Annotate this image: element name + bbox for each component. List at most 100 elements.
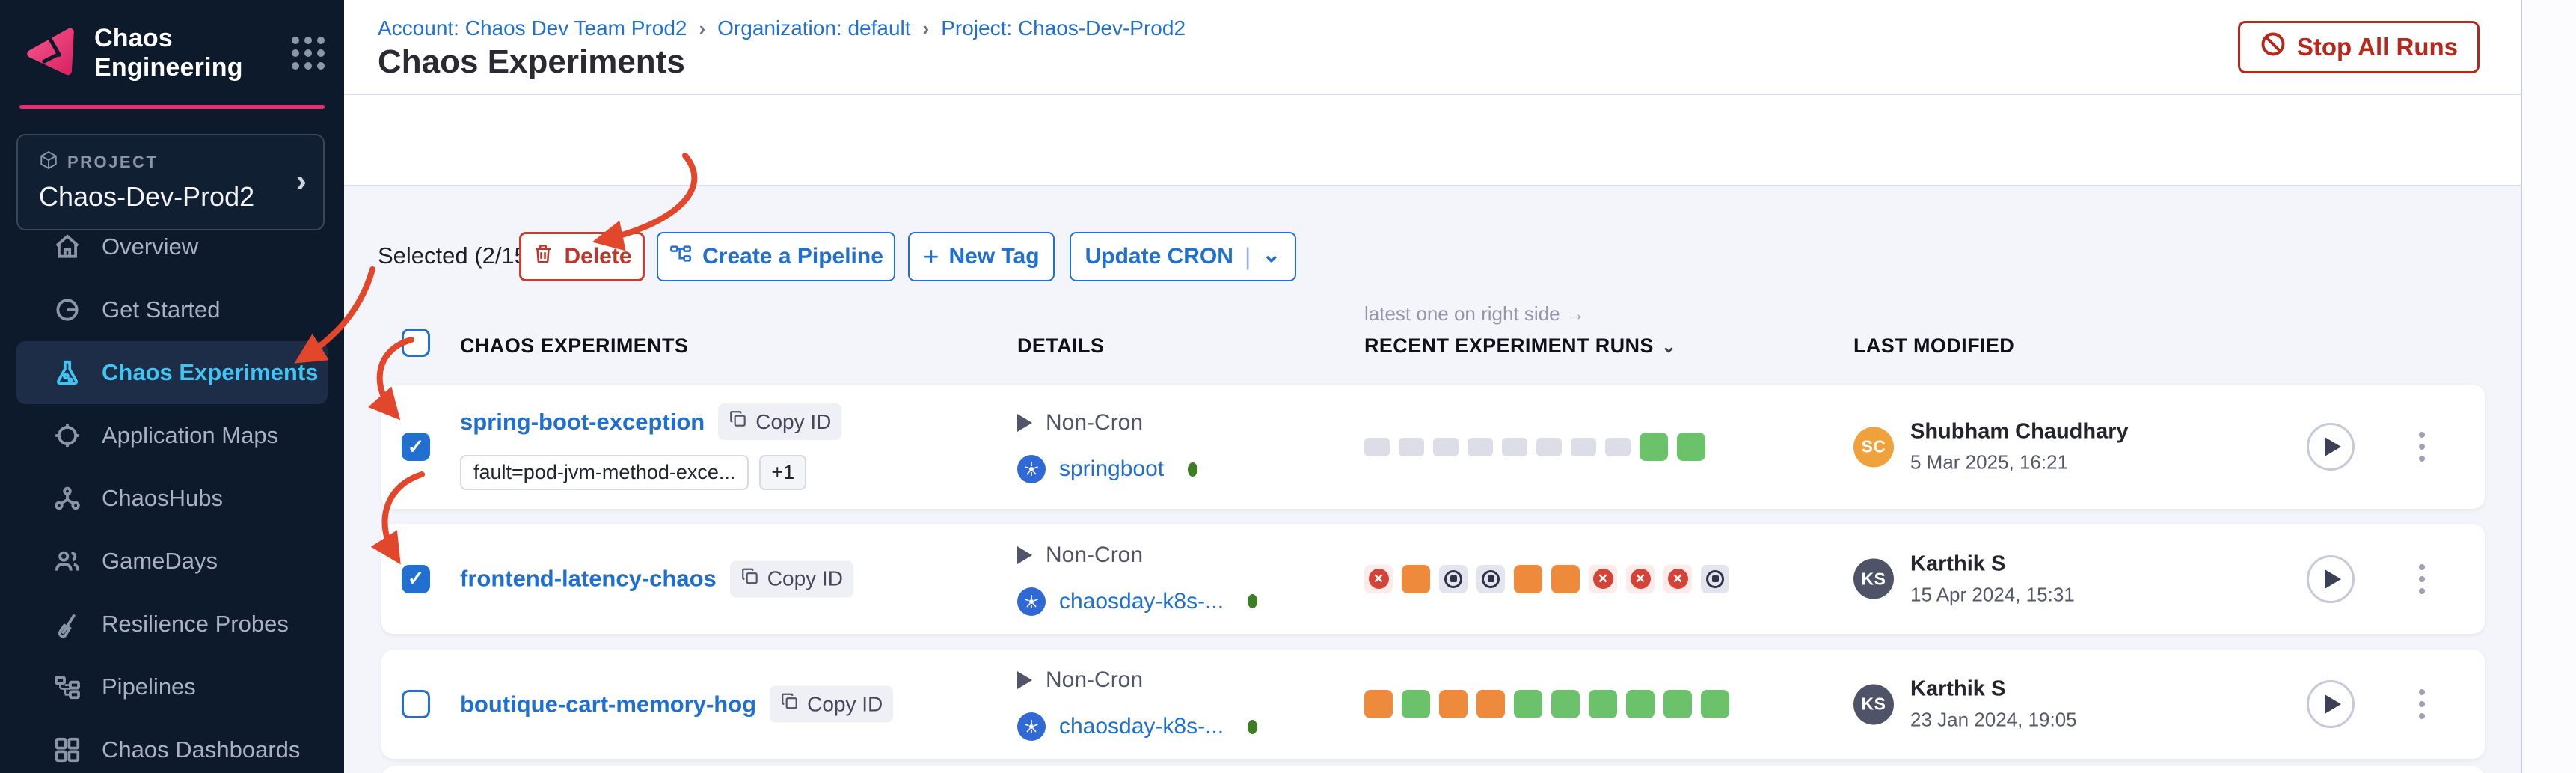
app-title: Chaos Engineering (94, 24, 243, 82)
column-header-experiments: CHAOS EXPERIMENTS (460, 334, 689, 357)
pipeline-icon (669, 242, 693, 272)
run-status-empty[interactable] (1605, 437, 1631, 456)
breadcrumb: Account: Chaos Dev Team Prod2 › Organiza… (378, 16, 1186, 40)
sidebar: Chaos Engineering PROJECT Chaos-Dev-Prod… (0, 0, 344, 773)
run-status-empty[interactable] (1502, 437, 1527, 456)
stop-icon (2260, 31, 2287, 64)
run-status-green[interactable] (1514, 690, 1542, 718)
breadcrumb-project[interactable]: Project: Chaos-Dev-Prod2 (941, 16, 1186, 40)
run-status-green[interactable] (1640, 433, 1668, 461)
sidebar-item-get-started[interactable]: Get Started (16, 278, 328, 341)
project-selector[interactable]: PROJECT Chaos-Dev-Prod2 › (16, 134, 325, 230)
modified-by-user: Karthik S (1910, 552, 2006, 575)
run-status-failed[interactable]: ✕ (1364, 564, 1393, 593)
play-icon (2325, 437, 2341, 456)
run-status-green[interactable] (1626, 690, 1655, 718)
status-dot (1188, 462, 1198, 477)
delete-button[interactable]: Delete (519, 232, 645, 281)
plus-icon: + (923, 241, 939, 272)
update-cron-button[interactable]: Update CRON | ⌄ (1070, 232, 1296, 281)
sidebar-item-chaos-experiments[interactable]: Chaos Experiments (16, 341, 328, 404)
sidebar-item-application-maps[interactable]: Application Maps (16, 404, 328, 467)
row-menu-button[interactable] (2419, 432, 2425, 462)
create-pipeline-button[interactable]: Create a Pipeline (657, 232, 895, 281)
sidebar-item-chaos-dashboards[interactable]: Chaos Dashboards (16, 718, 328, 773)
run-status-stopped[interactable] (1439, 564, 1468, 593)
copy-id-button[interactable]: Copy ID (770, 685, 894, 723)
run-status-orange[interactable] (1364, 690, 1393, 718)
run-status-empty[interactable] (1399, 437, 1424, 456)
home-icon (52, 232, 82, 262)
run-status-orange[interactable] (1402, 564, 1430, 593)
run-status-empty[interactable] (1364, 437, 1390, 456)
project-box-icon (39, 150, 58, 174)
run-status-green[interactable] (1701, 690, 1729, 718)
runs-order-note: latest one on right side → (1364, 302, 1585, 325)
experiment-row-partial (381, 766, 2485, 773)
breadcrumb-account[interactable]: Account: Chaos Dev Team Prod2 (378, 16, 687, 40)
stop-all-runs-button[interactable]: Stop All Runs (2237, 21, 2480, 73)
recent-runs[interactable] (1364, 433, 1705, 461)
run-experiment-button[interactable] (2307, 423, 2355, 471)
avatar: SC (1853, 427, 1894, 467)
experiment-name-link[interactable]: frontend-latency-chaos (460, 565, 717, 592)
run-status-orange[interactable] (1476, 690, 1505, 718)
tag-more-chip[interactable]: +1 (759, 455, 807, 490)
scrollbar-gutter[interactable] (2521, 0, 2576, 773)
run-experiment-button[interactable] (2307, 680, 2355, 728)
recent-runs[interactable] (1364, 690, 1729, 718)
recent-runs[interactable]: ✕ ✕ ✕ ✕ (1364, 564, 1729, 593)
run-status-green[interactable] (1663, 690, 1692, 718)
row-menu-button[interactable] (2419, 563, 2425, 594)
module-grid-icon[interactable] (292, 37, 325, 70)
breadcrumb-organization[interactable]: Organization: default (717, 16, 911, 40)
run-experiment-button[interactable] (2307, 554, 2355, 603)
run-status-orange[interactable] (1514, 564, 1542, 593)
chevron-right-icon: › (295, 162, 307, 199)
select-all-checkbox[interactable] (402, 329, 430, 357)
run-status-empty[interactable] (1468, 437, 1493, 456)
copy-icon (740, 566, 760, 591)
run-status-orange[interactable] (1439, 690, 1468, 718)
row-checkbox[interactable]: ✓ (402, 564, 430, 593)
sidebar-item-resilience-probes[interactable]: Resilience Probes (16, 593, 328, 656)
sidebar-item-pipelines[interactable]: Pipelines (16, 656, 328, 718)
tag-chip[interactable]: fault=pod-jvm-method-exce... (460, 455, 749, 490)
run-status-stopped[interactable] (1476, 564, 1505, 593)
row-menu-button[interactable] (2419, 689, 2425, 719)
copy-id-button[interactable]: Copy ID (718, 403, 842, 440)
run-status-failed[interactable]: ✕ (1589, 564, 1617, 593)
sidebar-item-overview[interactable]: Overview (16, 216, 328, 278)
hub-network-icon (52, 483, 82, 513)
run-status-empty[interactable] (1536, 437, 1562, 456)
row-checkbox[interactable] (402, 690, 430, 718)
run-status-green[interactable] (1402, 690, 1430, 718)
experiment-name-link[interactable]: spring-boot-exception (460, 408, 705, 435)
infrastructure-link[interactable]: chaosday-k8s-... (1059, 714, 1224, 739)
run-status-green[interactable] (1551, 690, 1580, 718)
run-status-empty[interactable] (1571, 437, 1596, 456)
run-status-empty[interactable] (1433, 437, 1459, 456)
project-name: Chaos-Dev-Prod2 (39, 181, 255, 212)
modified-by-user: Karthik S (1910, 676, 2006, 701)
copy-id-button[interactable]: Copy ID (729, 560, 853, 597)
sidebar-item-chaoshubs[interactable]: ChaosHubs (16, 467, 328, 530)
status-dot (1248, 719, 1258, 734)
column-header-runs[interactable]: RECENT EXPERIMENT RUNS ⌄ (1364, 334, 1677, 357)
experiment-name-link[interactable]: boutique-cart-memory-hog (460, 691, 757, 717)
copy-icon (780, 692, 800, 717)
run-status-green[interactable] (1677, 433, 1705, 461)
run-status-orange[interactable] (1551, 564, 1580, 593)
column-header-last-modified: LAST MODIFIED (1853, 334, 2015, 357)
run-status-failed[interactable]: ✕ (1626, 564, 1655, 593)
main-area: Account: Chaos Dev Team Prod2 › Organiza… (344, 0, 2521, 773)
row-checkbox[interactable]: ✓ (402, 433, 430, 461)
infrastructure-link[interactable]: chaosday-k8s-... (1059, 588, 1224, 614)
infrastructure-link[interactable]: springboot (1059, 456, 1165, 481)
new-tag-button[interactable]: + New Tag (908, 232, 1055, 281)
sidebar-item-gamedays[interactable]: GameDays (16, 530, 328, 593)
run-status-failed[interactable]: ✕ (1663, 564, 1692, 593)
breadcrumb-separator-icon: › (699, 16, 706, 40)
run-status-green[interactable] (1589, 690, 1617, 718)
run-status-stopped[interactable] (1701, 564, 1729, 593)
